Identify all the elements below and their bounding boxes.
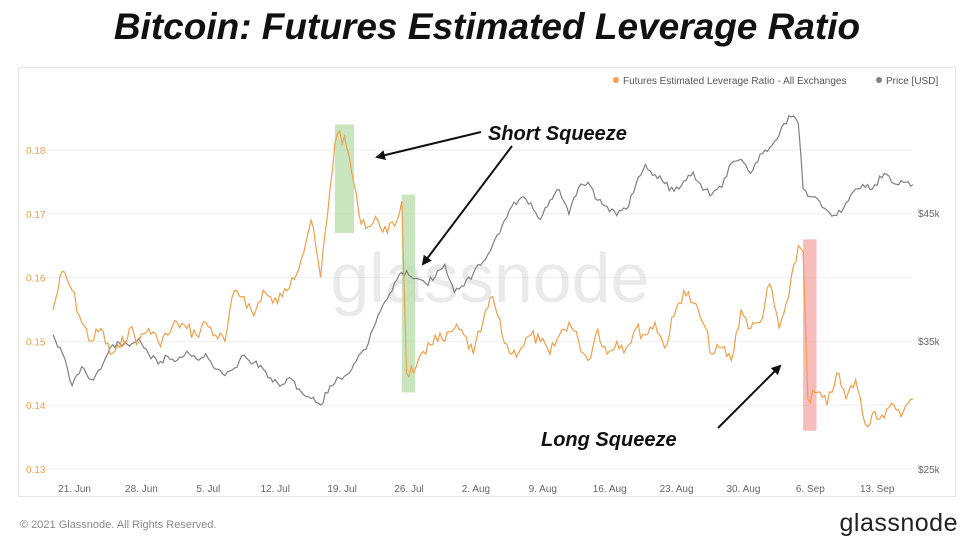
- long-squeeze-arrow: [717, 364, 782, 429]
- short-squeeze-label: Short Squeeze: [488, 123, 627, 145]
- legend-label-leverage: Futures Estimated Leverage Ratio - All E…: [623, 76, 846, 87]
- axis-ticks: 0.13 0.14 0.15 0.16 0.17 0.18 $25k $35k $45k 21. …: [26, 146, 941, 495]
- x-tick-label: 6. Sep: [796, 484, 825, 495]
- x-tick-label: 28. Jun: [125, 484, 158, 495]
- y-right-tick-label: $35k: [918, 337, 941, 348]
- y-left-tick-label: 0.17: [26, 210, 46, 221]
- legend-marker-price: [876, 77, 882, 83]
- squeeze-highlights: [334, 124, 817, 431]
- price-line: [52, 114, 914, 406]
- x-tick-label: 5. Jul: [196, 484, 220, 495]
- x-tick-label: 12. Jul: [260, 484, 289, 495]
- x-tick-label: 23. Aug: [660, 484, 694, 495]
- short-squeeze-arrow-2: [421, 145, 513, 266]
- long-squeeze-highlight: [803, 239, 817, 431]
- legend-marker-leverage: [613, 77, 619, 83]
- y-right-tick-label: $45k: [918, 209, 941, 220]
- x-tick-label: 16. Aug: [593, 484, 627, 495]
- x-tick-label: 26. Jul: [394, 484, 423, 495]
- y-left-tick-label: 0.16: [26, 274, 46, 285]
- y-left-tick-label: 0.14: [26, 401, 46, 412]
- brand-logo-text: glassnode: [839, 509, 958, 537]
- long-squeeze-label: Long Squeeze: [541, 429, 677, 451]
- legend-label-price: Price [USD]: [886, 76, 938, 87]
- copyright-text: © 2021 Glassnode. All Rights Reserved.: [20, 519, 217, 531]
- leverage-ratio-line: [52, 129, 914, 428]
- chart-title: Bitcoin: Futures Estimated Leverage Rati…: [113, 6, 861, 47]
- short-squeeze-arrow-1: [375, 131, 482, 160]
- x-tick-label: 2. Aug: [462, 484, 490, 495]
- x-tick-label: 21. Jun: [58, 484, 91, 495]
- legend: Futures Estimated Leverage Ratio - All E…: [613, 76, 938, 87]
- x-tick-label: 9. Aug: [529, 484, 557, 495]
- x-tick-label: 30. Aug: [726, 484, 760, 495]
- y-left-tick-label: 0.13: [26, 465, 46, 476]
- series-lines: [52, 114, 914, 428]
- y-right-tick-label: $25k: [918, 465, 941, 476]
- short-squeeze-highlight: [401, 194, 416, 393]
- y-left-tick-label: 0.15: [26, 337, 46, 348]
- annotations: Short Squeeze Long Squeeze: [375, 123, 782, 451]
- x-tick-label: 19. Jul: [327, 484, 356, 495]
- short-squeeze-highlight: [334, 124, 354, 233]
- x-tick-label: 13. Sep: [860, 484, 895, 495]
- y-left-tick-label: 0.18: [26, 146, 46, 157]
